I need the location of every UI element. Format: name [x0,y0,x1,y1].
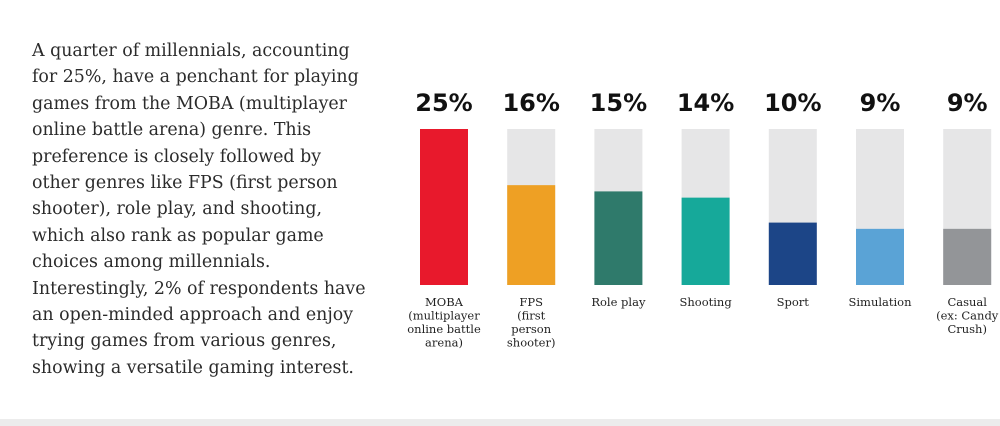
category-label: Shooting [679,295,732,309]
category-label: Casual (ex: Candy Crush) [936,295,999,336]
category-label: Sport [777,295,810,309]
category-label: MOBA (multiplayer online battle arena) [407,295,481,350]
bottom-divider [0,419,1000,426]
category-label: Role play [591,295,646,309]
category-label: Simulation [848,295,912,309]
value-label: 15% [590,89,647,117]
value-label: 14% [677,89,734,117]
bar [681,197,730,285]
value-label: 10% [764,89,821,117]
category-label: FPS (first person shooter) [507,295,556,350]
bar [420,129,468,285]
description-paragraph: A quarter of millennials, accounting for… [32,41,366,378]
value-label: 16% [502,89,559,117]
bar [943,228,992,285]
value-label: 9% [860,89,901,117]
value-label: 9% [947,89,988,117]
bar [507,185,556,285]
bar [594,191,643,285]
bar [768,222,817,285]
bar [856,228,904,285]
value-label: 25% [415,89,472,117]
